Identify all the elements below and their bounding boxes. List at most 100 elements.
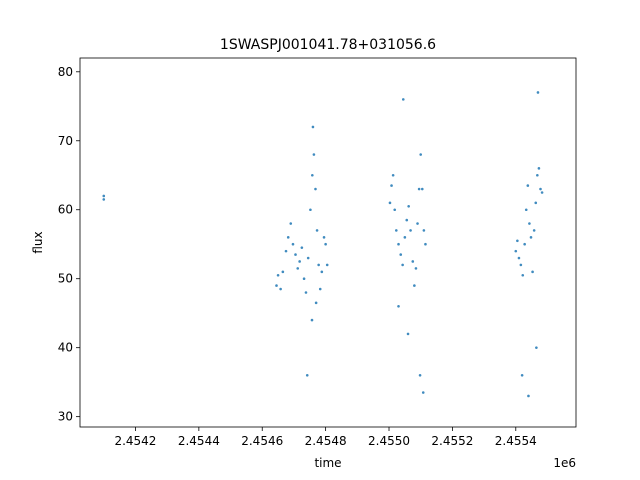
data-point	[409, 229, 412, 232]
data-point	[517, 256, 521, 260]
data-point	[394, 229, 398, 232]
data-point	[324, 242, 327, 246]
data-point	[102, 198, 106, 201]
data-point	[309, 208, 312, 212]
y-tick-label: 30	[58, 410, 73, 424]
x-tick-label: 2.4548	[305, 434, 347, 448]
data-point	[537, 167, 541, 170]
data-point	[532, 229, 536, 232]
data-point	[406, 332, 410, 336]
data-point	[317, 263, 320, 267]
data-point	[524, 208, 528, 212]
data-point	[393, 208, 397, 212]
data-point	[397, 242, 400, 246]
data-point	[279, 287, 282, 291]
data-point	[419, 153, 423, 156]
data-point	[275, 284, 278, 287]
data-point	[536, 173, 539, 177]
data-point	[405, 218, 409, 222]
data-point	[322, 236, 326, 239]
data-point	[390, 184, 393, 187]
data-point	[302, 277, 306, 281]
data-point	[305, 373, 309, 377]
data-point	[519, 263, 523, 267]
data-point	[421, 391, 425, 394]
data-point	[397, 304, 400, 308]
points-layer	[102, 91, 544, 398]
x-axis-label: time	[314, 456, 341, 470]
data-point	[526, 184, 530, 187]
data-point	[520, 373, 524, 377]
data-point	[424, 242, 427, 246]
data-point	[536, 91, 540, 94]
data-point	[296, 267, 300, 270]
data-point	[401, 263, 404, 267]
data-point	[534, 201, 538, 205]
data-point	[318, 287, 322, 291]
x-tick-label: 2.4542	[114, 434, 156, 448]
data-point	[310, 318, 314, 322]
data-point	[413, 284, 416, 287]
data-point	[418, 373, 422, 377]
plot-area	[79, 57, 577, 428]
data-point	[306, 256, 310, 260]
data-point	[528, 222, 531, 225]
data-point	[314, 187, 317, 191]
y-tick-label: 70	[58, 134, 73, 148]
data-point	[529, 236, 533, 239]
y-tick-label: 50	[58, 272, 73, 286]
data-point	[298, 260, 301, 263]
data-point	[311, 173, 314, 177]
x-tick-label: 2.4552	[431, 434, 473, 448]
data-point	[294, 253, 297, 256]
data-point	[314, 301, 318, 305]
data-point	[311, 125, 315, 129]
data-point	[289, 222, 293, 225]
y-axis-label: flux	[31, 231, 45, 253]
data-point	[291, 242, 295, 246]
data-point	[325, 263, 329, 267]
data-point	[388, 201, 392, 205]
data-point	[514, 249, 518, 253]
y-tick-label: 40	[58, 341, 73, 355]
data-point	[539, 187, 542, 191]
x-tick-label: 2.4550	[368, 434, 410, 448]
x-offset-label: 1e6	[553, 456, 576, 470]
x-tick-label: 2.4544	[178, 434, 220, 448]
data-point	[403, 236, 407, 239]
data-point	[420, 187, 424, 191]
data-point	[391, 173, 395, 177]
data-point	[304, 291, 308, 294]
x-axis: 2.4542 2.4544 2.4546 2.4548 2.4550 2.4552 2.45…	[114, 427, 537, 448]
data-point	[401, 98, 405, 101]
data-point	[411, 260, 415, 263]
data-point	[407, 204, 410, 208]
data-point	[399, 253, 403, 256]
data-point	[416, 222, 419, 225]
x-tick-label: 2.4554	[495, 434, 537, 448]
data-point	[521, 273, 525, 277]
data-point	[422, 229, 426, 232]
data-point	[417, 187, 421, 191]
data-point	[276, 273, 280, 277]
data-point	[414, 267, 418, 270]
y-tick-label: 80	[58, 65, 73, 79]
data-point	[540, 191, 544, 194]
data-point	[516, 239, 519, 243]
data-point	[312, 153, 316, 156]
x-tick-label: 2.4546	[241, 434, 283, 448]
data-point	[535, 346, 538, 349]
data-point	[102, 194, 106, 198]
data-point	[284, 249, 288, 253]
data-point	[286, 236, 290, 239]
data-point	[527, 394, 530, 398]
chart-title: 1SWASPJ001041.78+031056.6	[220, 37, 436, 53]
data-point	[531, 270, 534, 274]
data-point	[300, 246, 304, 249]
data-point	[320, 270, 324, 274]
y-tick-label: 60	[58, 203, 73, 217]
y-axis: 30 40 50 60 70 80	[58, 65, 80, 424]
data-point	[523, 242, 526, 246]
data-point	[315, 229, 319, 232]
